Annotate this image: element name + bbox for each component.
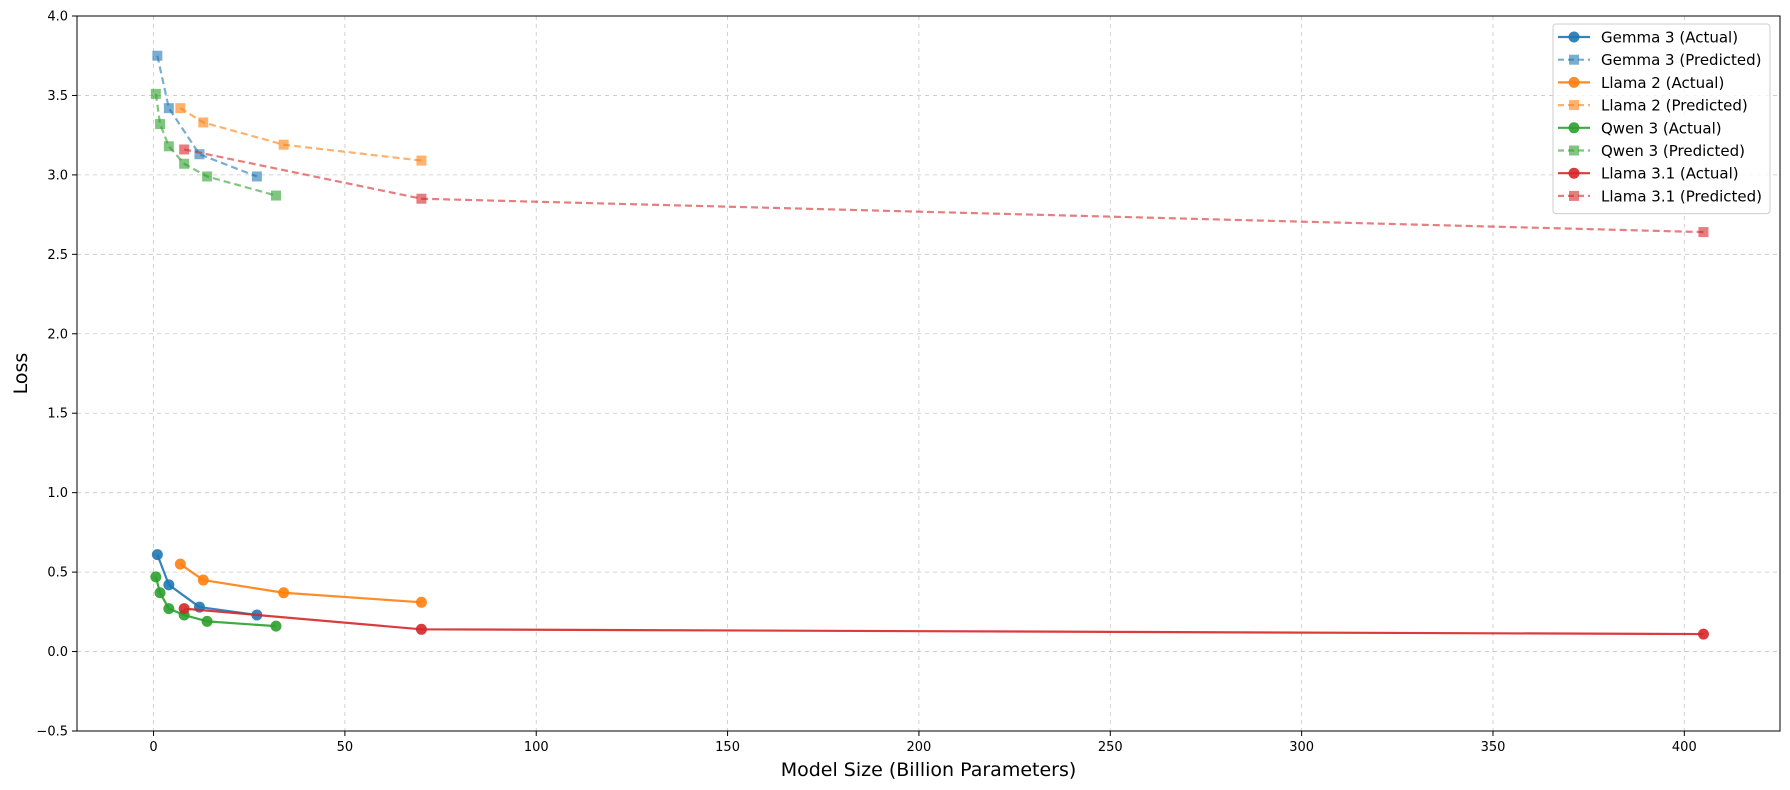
series-3 xyxy=(175,103,427,166)
y-tick-label: 0.5 xyxy=(47,566,68,581)
legend-marker xyxy=(1568,122,1580,134)
data-point xyxy=(278,139,289,150)
data-point xyxy=(416,155,427,166)
data-point xyxy=(179,144,190,155)
x-tick-label: 300 xyxy=(1289,740,1314,755)
data-point xyxy=(415,596,427,608)
data-point xyxy=(278,587,290,599)
series-7 xyxy=(179,144,1709,238)
legend-marker xyxy=(1568,76,1580,88)
data-point xyxy=(178,603,190,615)
series-1 xyxy=(152,50,262,182)
y-tick-label: 2.0 xyxy=(47,327,68,342)
legend-label: Gemma 3 (Predicted) xyxy=(1601,51,1761,69)
legend-item: Gemma 3 (Actual) xyxy=(1558,29,1738,47)
series-2 xyxy=(174,558,427,608)
legend-label: Qwen 3 (Predicted) xyxy=(1601,142,1745,160)
series-0 xyxy=(151,549,263,621)
legend-label: Llama 2 (Actual) xyxy=(1601,74,1724,92)
data-point xyxy=(251,171,262,182)
data-point xyxy=(194,149,205,160)
legend-box xyxy=(1552,23,1771,215)
data-point xyxy=(174,558,186,570)
series-group xyxy=(150,50,1709,640)
predicted-line xyxy=(156,55,258,178)
data-point xyxy=(175,103,186,114)
legend-marker xyxy=(1569,100,1579,111)
legend-item: Qwen 3 (Actual) xyxy=(1558,119,1722,137)
data-point xyxy=(416,193,427,204)
data-point xyxy=(201,615,213,627)
actual-line xyxy=(156,554,258,617)
y-tick-label: 3.5 xyxy=(47,89,68,104)
x-tick-label: 0 xyxy=(149,740,157,755)
x-tick-label: 250 xyxy=(1098,740,1123,755)
legend: Gemma 3 (Actual) Gemma 3 (Predicted) Llama… xyxy=(1552,23,1771,215)
data-point xyxy=(1697,628,1709,640)
legend-item: Llama 2 (Actual) xyxy=(1558,74,1724,92)
data-point xyxy=(270,620,282,632)
predicted-line xyxy=(179,107,422,162)
legend-label: Gemma 3 (Actual) xyxy=(1601,29,1738,47)
x-tick-label: 100 xyxy=(524,740,549,755)
plot-background xyxy=(77,16,1780,731)
x-tick-label: 150 xyxy=(715,740,740,755)
legend-label: Llama 3.1 (Actual) xyxy=(1601,165,1739,183)
data-point xyxy=(415,623,427,635)
data-point xyxy=(1698,227,1709,238)
data-point xyxy=(271,190,282,201)
legend-label: Llama 2 (Predicted) xyxy=(1601,97,1748,115)
x-axis-title: Model Size (Billion Parameters) xyxy=(781,759,1077,781)
legend-item: Llama 2 (Predicted) xyxy=(1558,97,1748,115)
data-point xyxy=(163,603,175,615)
y-tick-label: 1.0 xyxy=(47,486,68,501)
series-6 xyxy=(178,603,1709,640)
data-point xyxy=(179,158,190,169)
data-point xyxy=(150,88,161,99)
series-5 xyxy=(150,88,282,201)
legend-marker xyxy=(1568,31,1580,43)
y-tick-label: −0.5 xyxy=(36,725,68,740)
data-point xyxy=(198,117,209,128)
legend-marker xyxy=(1569,145,1579,156)
data-point xyxy=(155,119,166,130)
y-tick-label: 2.5 xyxy=(47,248,68,263)
data-point xyxy=(163,579,175,591)
y-axis-title: Loss xyxy=(10,353,32,395)
data-point xyxy=(151,549,163,561)
legend-marker xyxy=(1569,190,1579,201)
legend-label: Qwen 3 (Actual) xyxy=(1601,119,1722,137)
plot-frame xyxy=(76,15,1781,732)
predicted-line xyxy=(154,93,277,197)
data-point xyxy=(163,141,174,152)
data-point xyxy=(154,587,166,599)
data-point xyxy=(202,171,213,182)
legend-item: Llama 3.1 (Actual) xyxy=(1558,165,1739,183)
y-tick-label: 0.0 xyxy=(47,645,68,660)
legend-item: Qwen 3 (Predicted) xyxy=(1558,142,1745,160)
legend-marker xyxy=(1569,54,1579,65)
legend-item: Llama 3.1 (Predicted) xyxy=(1558,187,1762,205)
x-tick-label: 50 xyxy=(337,740,354,755)
x-tick-label: 400 xyxy=(1672,740,1697,755)
data-point xyxy=(197,574,209,586)
x-tick-label: 200 xyxy=(907,740,932,755)
axis-ticks: 0 50 100 150 200 250 300 350 400 −0.5 0.0 0.5 1.0 1.5… xyxy=(36,10,1696,756)
y-tick-label: 1.5 xyxy=(47,407,68,422)
legend-marker xyxy=(1568,167,1580,179)
y-tick-label: 3.0 xyxy=(47,168,68,183)
actual-line xyxy=(179,563,422,604)
data-point xyxy=(150,571,162,583)
data-point xyxy=(152,50,163,61)
legend-item: Gemma 3 (Predicted) xyxy=(1558,51,1761,69)
x-tick-label: 350 xyxy=(1481,740,1506,755)
legend-label: Llama 3.1 (Predicted) xyxy=(1601,187,1762,205)
data-point xyxy=(163,103,174,114)
y-tick-label: 4.0 xyxy=(47,10,68,25)
